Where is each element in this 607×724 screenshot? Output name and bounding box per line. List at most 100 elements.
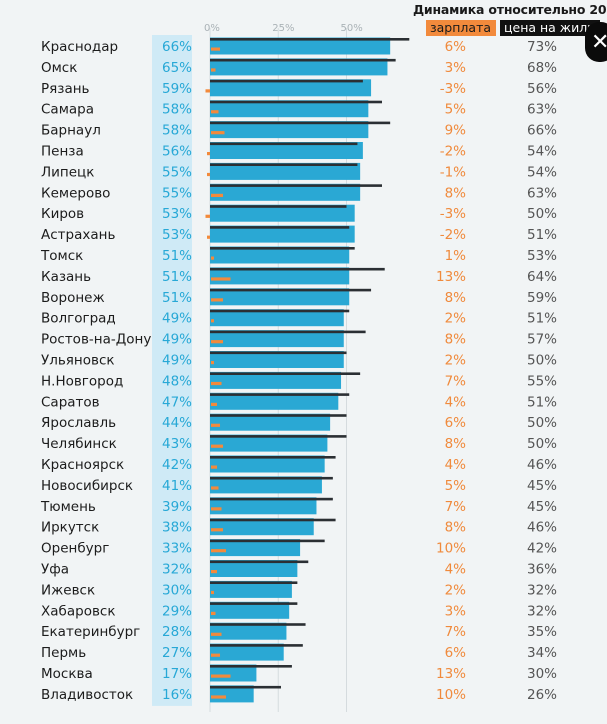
legend-price: цена на жилье	[500, 20, 602, 36]
price-value-label: 56%	[527, 81, 557, 97]
price-value-label: 51%	[527, 394, 557, 410]
total-bar	[210, 204, 355, 222]
total-value-label: 58%	[162, 123, 192, 139]
total-value-label: 48%	[162, 373, 192, 389]
price-line	[210, 560, 309, 564]
total-value-label: 51%	[162, 290, 192, 306]
city-label: Омск	[41, 60, 77, 76]
total-bar	[210, 371, 342, 389]
salary-tick	[211, 549, 227, 553]
city-label: Астрахань	[41, 227, 115, 243]
price-value-label: 46%	[527, 457, 557, 473]
price-line	[210, 100, 382, 104]
city-label: Оренбург	[41, 541, 109, 557]
total-value-label: 51%	[162, 248, 192, 264]
total-bar	[210, 622, 287, 640]
total-value-label: 56%	[162, 144, 192, 160]
close-icon[interactable]: ✕	[585, 22, 607, 62]
price-value-label: 42%	[527, 541, 557, 557]
salary-tick	[211, 695, 227, 699]
salary-value-label: 2%	[445, 582, 467, 598]
salary-value-label: 3%	[445, 603, 467, 619]
salary-value-label: 6%	[445, 39, 467, 55]
city-label: Владивосток	[41, 687, 133, 703]
price-value-label: 50%	[527, 436, 557, 452]
price-value-label: 26%	[527, 687, 557, 703]
total-value-label: 55%	[162, 164, 192, 180]
city-label: Воронеж	[41, 290, 105, 306]
total-bar	[210, 288, 350, 306]
salary-value-label: 4%	[445, 457, 467, 473]
total-value-label: 42%	[162, 457, 192, 473]
total-bar	[210, 58, 388, 76]
salary-tick	[211, 507, 222, 511]
x-tick-label: 25%	[272, 23, 294, 34]
salary-tick	[211, 570, 218, 574]
price-line	[210, 288, 372, 292]
price-value-label: 66%	[527, 123, 557, 139]
total-value-label: 16%	[162, 687, 192, 703]
salary-tick	[211, 486, 219, 490]
salary-tick	[211, 632, 222, 636]
city-label: Киров	[41, 206, 84, 222]
salary-value-label: 5%	[445, 478, 467, 494]
price-line	[210, 267, 385, 271]
salary-value-label: 3%	[445, 60, 467, 76]
salary-value-label: 7%	[445, 624, 467, 640]
salary-value-label: 7%	[445, 373, 467, 389]
price-line	[210, 623, 306, 626]
total-value-label: 53%	[162, 206, 192, 222]
total-bar	[210, 225, 355, 243]
total-bar	[210, 643, 284, 661]
price-value-label: 34%	[527, 645, 557, 661]
salary-value-label: 7%	[445, 499, 467, 515]
salary-value-label: 13%	[436, 269, 466, 285]
total-value-label: 51%	[162, 269, 192, 285]
salary-tick	[211, 131, 225, 135]
price-line	[210, 497, 333, 501]
total-bar	[210, 162, 361, 180]
salary-tick	[211, 465, 218, 469]
price-value-label: 68%	[527, 60, 557, 76]
total-column-band	[152, 35, 192, 706]
salary-tick	[211, 256, 214, 260]
price-line	[210, 351, 347, 355]
salary-value-label: 8%	[445, 185, 467, 201]
city-label: Пенза	[41, 144, 84, 160]
price-value-label: 50%	[527, 353, 557, 369]
total-value-label: 66%	[162, 39, 192, 55]
total-value-label: 38%	[162, 520, 192, 536]
salary-value-label: -2%	[440, 144, 466, 160]
salary-value-label: -3%	[440, 206, 466, 222]
price-line	[210, 247, 355, 250]
total-bar	[210, 580, 292, 598]
salary-value-label: 8%	[445, 436, 467, 452]
salary-value-label: 8%	[445, 290, 467, 306]
price-value-label: 51%	[527, 227, 557, 243]
salary-tick	[211, 444, 224, 448]
price-line	[210, 58, 396, 62]
total-bar	[210, 142, 363, 159]
total-value-label: 28%	[162, 624, 192, 640]
price-value-label: 46%	[527, 520, 557, 536]
salary-tick	[211, 381, 222, 386]
total-value-label: 53%	[162, 227, 192, 243]
salary-value-label: 1%	[445, 248, 467, 264]
salary-value-label: 2%	[445, 311, 467, 327]
salary-tick	[211, 361, 215, 365]
salary-tick	[211, 674, 231, 678]
price-value-label: 53%	[527, 248, 557, 264]
price-value-label: 57%	[527, 332, 557, 348]
total-bar	[210, 497, 317, 515]
salary-tick	[211, 590, 215, 595]
salary-value-label: 10%	[436, 541, 466, 557]
price-value-label: 32%	[527, 603, 557, 619]
salary-value-label: 4%	[445, 394, 467, 410]
total-value-label: 30%	[162, 582, 192, 598]
price-line	[210, 539, 325, 543]
total-bar	[210, 434, 328, 452]
city-label: Уфа	[41, 562, 69, 578]
total-value-label: 47%	[162, 394, 192, 410]
